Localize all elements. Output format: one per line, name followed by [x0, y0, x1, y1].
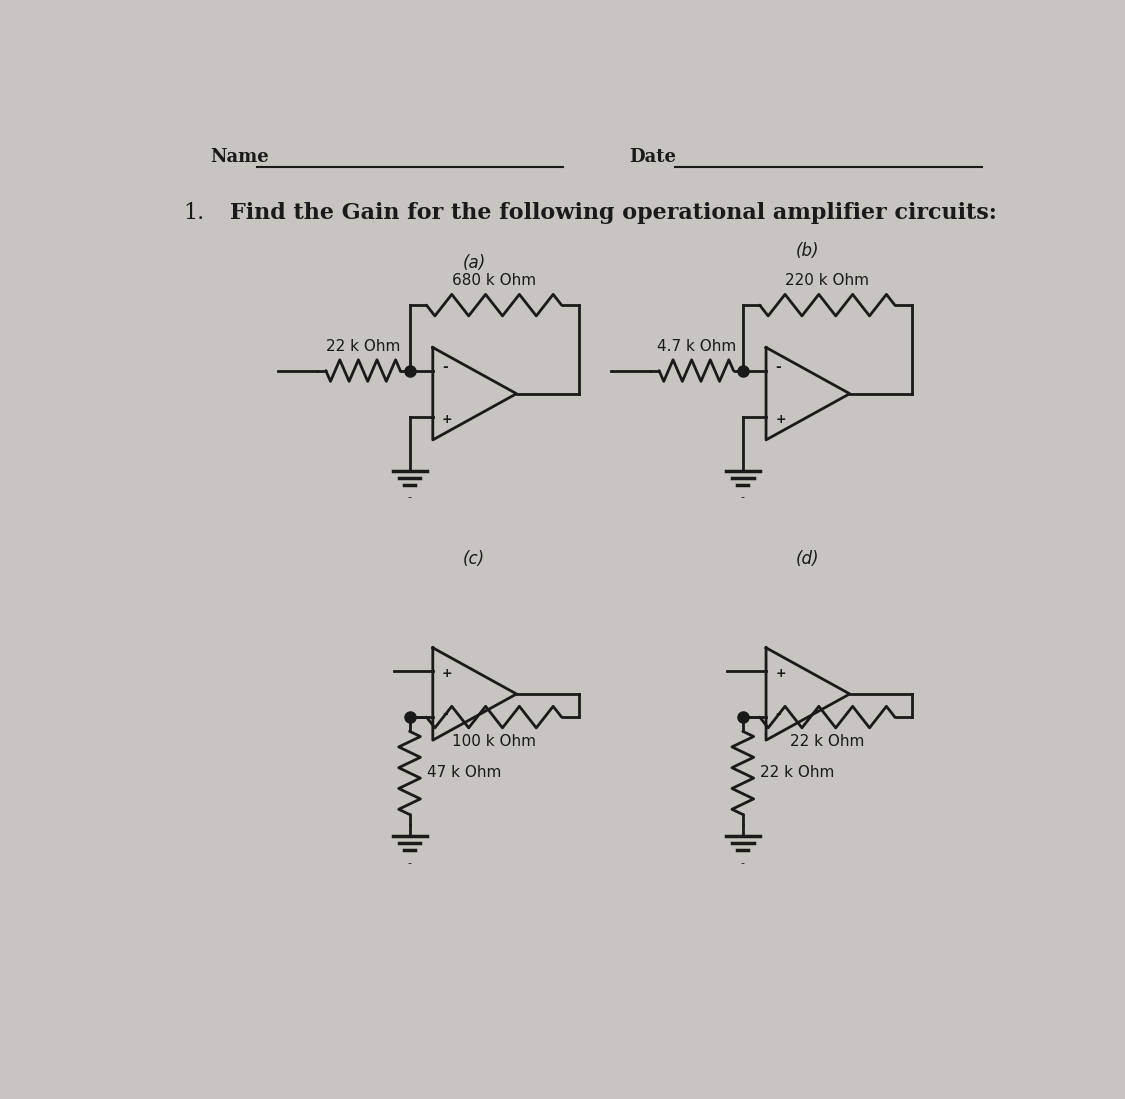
- Text: Date: Date: [629, 147, 676, 166]
- Text: (a): (a): [462, 254, 486, 271]
- Text: 1.: 1.: [183, 202, 205, 224]
- Text: (b): (b): [795, 242, 819, 260]
- Text: -: -: [442, 707, 448, 721]
- Text: Name: Name: [210, 147, 269, 166]
- Text: 47 k Ohm: 47 k Ohm: [426, 765, 501, 780]
- Text: 22 k Ohm: 22 k Ohm: [790, 734, 864, 750]
- Text: (d): (d): [795, 551, 819, 568]
- Text: 680 k Ohm: 680 k Ohm: [452, 274, 537, 288]
- Text: -: -: [740, 492, 745, 502]
- Text: (c): (c): [462, 551, 485, 568]
- Text: -: -: [740, 858, 745, 868]
- Text: -: -: [775, 360, 781, 375]
- Text: +: +: [775, 413, 786, 426]
- Text: +: +: [775, 667, 786, 680]
- Text: 100 k Ohm: 100 k Ohm: [452, 734, 536, 750]
- Text: 4.7 k Ohm: 4.7 k Ohm: [657, 338, 736, 354]
- Text: -: -: [775, 707, 781, 721]
- Text: +: +: [442, 667, 452, 680]
- Text: +: +: [442, 413, 452, 426]
- Text: -: -: [442, 360, 448, 375]
- Text: 220 k Ohm: 220 k Ohm: [785, 274, 870, 288]
- Text: 22 k Ohm: 22 k Ohm: [759, 765, 835, 780]
- Text: -: -: [407, 492, 412, 502]
- Text: 22 k Ohm: 22 k Ohm: [326, 338, 400, 354]
- Text: -: -: [407, 858, 412, 868]
- Text: Find the Gain for the following operational amplifier circuits:: Find the Gain for the following operatio…: [229, 202, 997, 224]
